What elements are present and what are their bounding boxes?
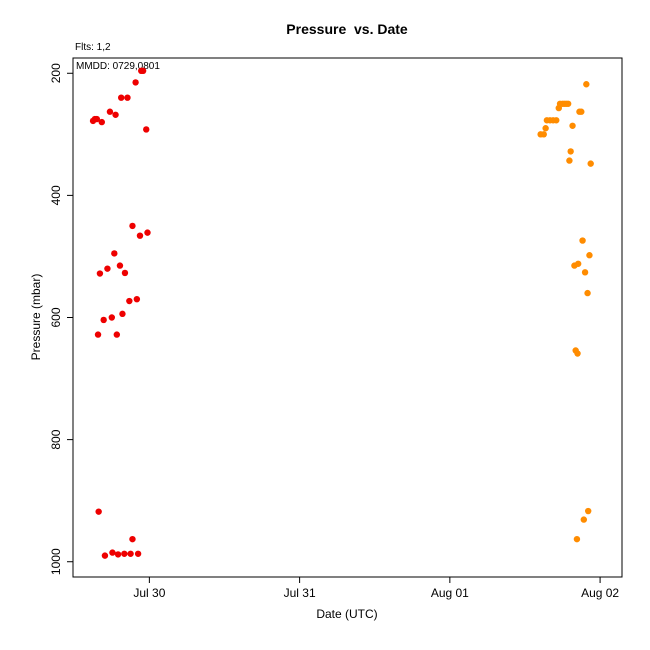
data-point: [129, 222, 136, 230]
chart-title: Pressure vs. Date: [286, 21, 408, 37]
data-point: [124, 94, 131, 101]
data-point: [569, 122, 576, 129]
data-point: [574, 350, 581, 357]
data-point: [126, 297, 133, 305]
data-point: [118, 94, 125, 101]
data-point: [108, 314, 116, 321]
y-axis: 200 400 600 800 1000: [49, 63, 73, 575]
data-point: [101, 552, 109, 559]
data-point: [111, 250, 118, 257]
data-point: [134, 550, 142, 557]
data-point: [586, 252, 593, 259]
mmdd-annotation: MMDD: 0729,0801: [76, 61, 160, 72]
data-point: [106, 108, 114, 115]
x-tick-label: Jul 31: [284, 586, 316, 600]
data-point: [144, 229, 151, 236]
data-point: [581, 269, 589, 276]
x-axis: Jul 30 Jul 31 Aug 01 Aug 02: [133, 577, 619, 600]
series-1: [89, 67, 151, 559]
data-point: [573, 535, 581, 543]
data-point: [133, 295, 141, 303]
y-axis-title: Pressure (mbar): [29, 274, 43, 361]
data-point: [566, 157, 573, 164]
y-tick-label: 200: [49, 63, 63, 83]
y-tick-label: 800: [49, 429, 63, 449]
data-point: [112, 111, 119, 118]
data-point: [114, 551, 122, 558]
x-axis-title: Date (UTC): [316, 607, 377, 621]
x-tick-label: Aug 01: [431, 586, 469, 600]
data-point: [121, 550, 128, 557]
data-points: [89, 67, 594, 559]
data-point: [567, 148, 574, 155]
data-point: [116, 262, 124, 269]
data-point: [574, 260, 582, 267]
data-point: [578, 108, 585, 115]
data-point: [98, 118, 105, 126]
data-point: [129, 535, 136, 543]
data-point: [553, 117, 560, 124]
data-point: [139, 67, 147, 75]
data-point: [113, 331, 121, 338]
data-point: [121, 269, 129, 277]
data-point: [143, 126, 150, 133]
data-point: [583, 81, 590, 88]
y-tick-label: 600: [49, 307, 63, 327]
flights-annotation: Flts: 1,2: [75, 42, 111, 53]
data-point: [93, 115, 100, 123]
data-point: [100, 316, 107, 324]
data-point: [119, 310, 126, 318]
y-tick-label: 1000: [49, 548, 63, 575]
data-point: [95, 508, 102, 515]
x-tick-label: Jul 30: [133, 586, 165, 600]
data-point: [136, 232, 144, 239]
data-point: [96, 270, 104, 277]
data-point: [564, 100, 572, 107]
data-point: [580, 516, 588, 523]
data-point: [584, 507, 592, 515]
data-point: [109, 549, 116, 556]
data-point: [542, 125, 549, 132]
data-point: [104, 265, 111, 272]
y-tick-label: 400: [49, 185, 63, 205]
data-point: [579, 237, 586, 244]
data-point: [587, 160, 594, 167]
data-point: [132, 79, 139, 86]
data-point: [127, 550, 134, 557]
x-tick-label: Aug 02: [581, 586, 619, 600]
data-point: [94, 331, 102, 338]
data-point: [540, 131, 547, 138]
data-point: [584, 289, 591, 297]
series-2: [537, 81, 594, 543]
